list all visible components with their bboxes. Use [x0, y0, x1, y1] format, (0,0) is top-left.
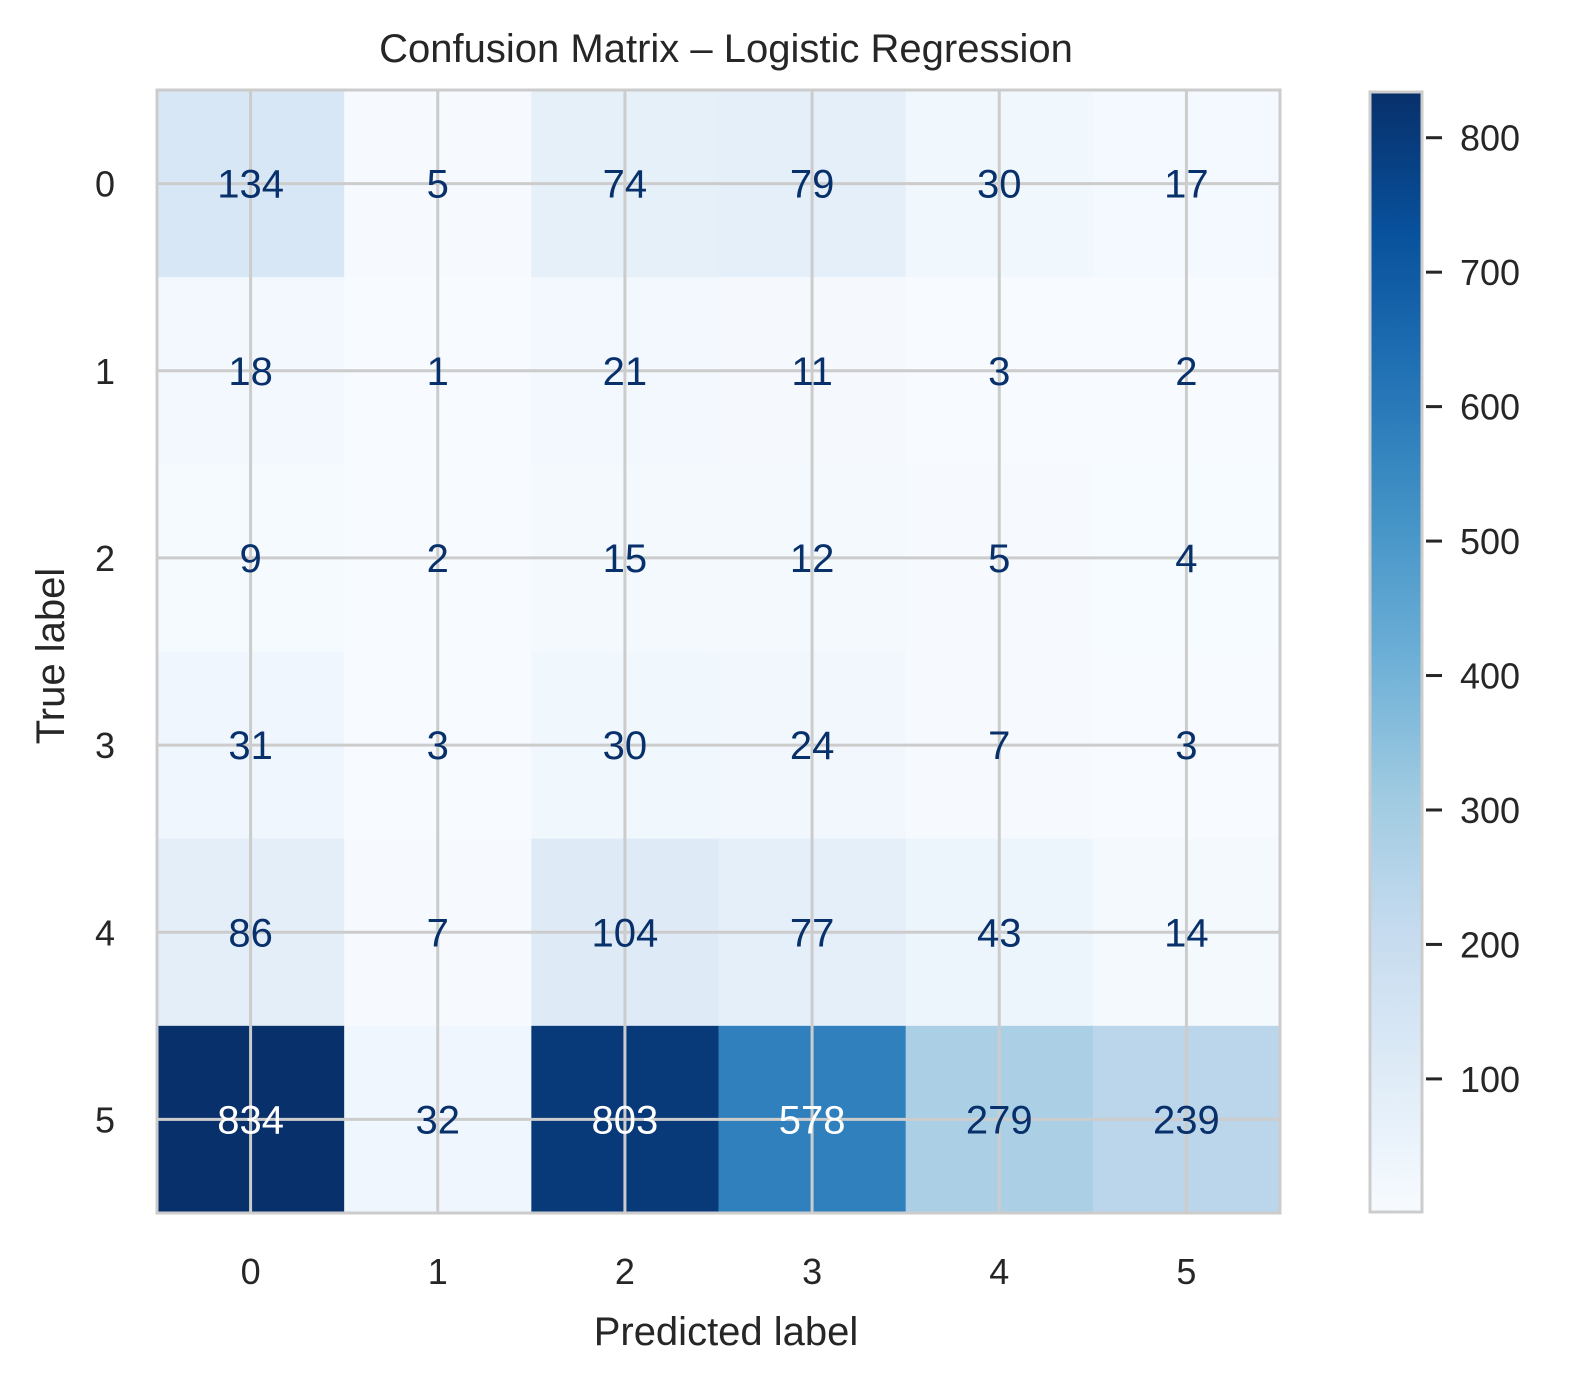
cell-value-r3-c2: 30 — [603, 724, 648, 768]
y-tick-1: 1 — [95, 351, 115, 392]
colorbar-tick-800: 800 — [1460, 118, 1520, 159]
colorbar-tick-100: 100 — [1460, 1059, 1520, 1100]
x-tick-5: 5 — [1176, 1251, 1196, 1292]
cell-value-r3-c5: 3 — [1175, 724, 1197, 768]
colorbar-tick-200: 200 — [1460, 924, 1520, 965]
cell-value-r5-c5: 239 — [1153, 1098, 1220, 1142]
colorbar-tick-400: 400 — [1460, 656, 1520, 697]
cell-value-r0-c4: 30 — [977, 163, 1022, 207]
chart-title: Confusion Matrix – Logistic Regression — [379, 27, 1073, 71]
x-tick-4: 4 — [989, 1251, 1009, 1292]
cell-value-r3-c4: 7 — [988, 724, 1010, 768]
gridlines — [157, 90, 1280, 1213]
cell-value-r4-c5: 14 — [1164, 911, 1209, 955]
cell-value-r2-c2: 15 — [603, 537, 648, 581]
x-tick-3: 3 — [802, 1251, 822, 1292]
x-tick-1: 1 — [428, 1251, 448, 1292]
x-tick-2: 2 — [615, 1251, 635, 1292]
x-axis-label: Predicted label — [594, 1310, 859, 1354]
cell-value-r4-c0: 86 — [228, 911, 273, 955]
cell-value-r2-c1: 2 — [427, 537, 449, 581]
cell-value-r5-c3: 578 — [779, 1098, 846, 1142]
colorbar-frame — [1368, 90, 1424, 1214]
y-tick-2: 2 — [95, 538, 115, 579]
cell-value-r5-c2: 803 — [592, 1098, 659, 1142]
y-tick-0: 0 — [95, 164, 115, 205]
colorbar-tick-700: 700 — [1460, 252, 1520, 293]
heatmap-cells — [157, 90, 1281, 1214]
cell-value-r0-c2: 74 — [603, 163, 648, 207]
cell-value-r2-c3: 12 — [790, 537, 835, 581]
x-tick-0: 0 — [241, 1251, 261, 1292]
cell-value-r0-c1: 5 — [427, 163, 449, 207]
colorbar: 100 200 300 400 500 600 700 800 — [1368, 90, 1520, 1214]
cell-value-r4-c3: 77 — [790, 911, 835, 955]
cell-value-r5-c0: 834 — [217, 1098, 284, 1142]
cell-value-r1-c4: 3 — [988, 350, 1010, 394]
cell-value-r4-c2: 104 — [592, 911, 659, 955]
cell-value-r5-c4: 279 — [966, 1098, 1033, 1142]
cell-value-r1-c2: 21 — [603, 350, 648, 394]
y-tick-3: 3 — [95, 725, 115, 766]
cell-value-r3-c0: 31 — [228, 724, 273, 768]
cell-value-r0-c3: 79 — [790, 163, 835, 207]
cell-value-r2-c5: 4 — [1175, 537, 1197, 581]
cell-value-r4-c4: 43 — [977, 911, 1022, 955]
cell-value-r5-c1: 32 — [416, 1098, 461, 1142]
colorbar-gradient — [1370, 92, 1422, 1212]
y-tick-4: 4 — [95, 912, 115, 953]
colorbar-tick-600: 600 — [1460, 387, 1520, 428]
cell-value-r0-c0: 134 — [217, 163, 284, 207]
cell-value-r2-c4: 5 — [988, 537, 1010, 581]
y-tick-labels: 0 1 2 3 4 5 — [95, 164, 115, 1141]
colorbar-tick-500: 500 — [1460, 521, 1520, 562]
cell-value-r0-c5: 17 — [1164, 163, 1209, 207]
plot-frame — [155, 88, 1282, 1215]
cell-value-r3-c3: 24 — [790, 724, 835, 768]
y-tick-5: 5 — [95, 1099, 115, 1140]
cell-value-r3-c1: 3 — [427, 724, 449, 768]
cell-value-r1-c0: 18 — [228, 350, 273, 394]
colorbar-tick-300: 300 — [1460, 790, 1520, 831]
cell-value-r2-c0: 9 — [239, 537, 261, 581]
cell-value-r4-c1: 7 — [427, 911, 449, 955]
x-tick-labels: 0 1 2 3 4 5 — [241, 1251, 1197, 1292]
cell-value-r1-c1: 1 — [427, 350, 449, 394]
cell-value-r1-c3: 11 — [791, 350, 833, 394]
y-axis-label: True label — [29, 568, 73, 744]
cell-value-r1-c5: 2 — [1175, 350, 1197, 394]
